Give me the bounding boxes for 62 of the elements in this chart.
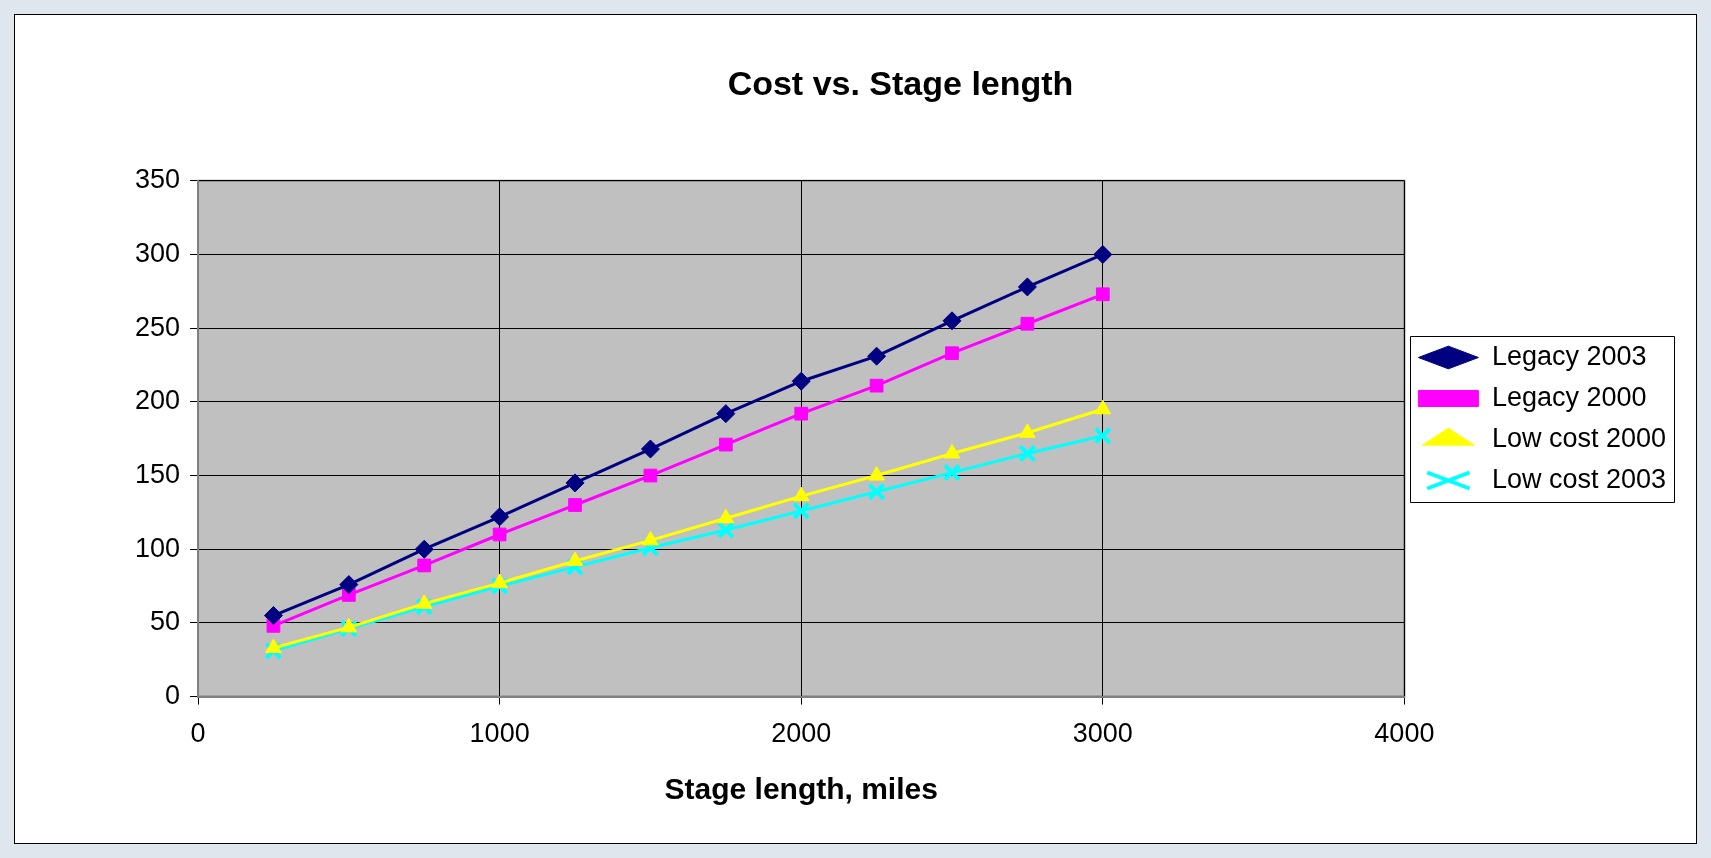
x-axis-title: Stage length, miles [664,772,938,806]
point [942,311,962,331]
point [643,468,658,483]
point [1020,316,1035,331]
point [565,557,585,576]
legend-label: Legacy 2000 [1491,381,1647,412]
chart-title: Cost vs. Stage length [727,63,1074,102]
legend-label: Low cost 2000 [1491,422,1667,453]
point [794,406,809,421]
point [869,378,884,393]
point [339,619,358,638]
point [791,371,811,391]
y-tick-label: 150 [134,459,181,489]
point [867,346,887,366]
point [716,521,735,540]
point [942,463,962,482]
point [414,539,434,559]
y-tick-label: 0 [165,680,181,711]
y-tick-label: 300 [134,237,181,268]
y-tick-label: 100 [134,532,181,563]
point [1093,426,1112,445]
y-tick-label: 50 [150,606,181,637]
y-tick-label: 350 [134,164,181,195]
point [1094,399,1112,415]
point [340,617,358,633]
point [717,508,735,524]
point [568,498,582,512]
point [1017,277,1037,297]
point [640,439,660,459]
point [491,573,508,589]
x-tick-label: 0 [190,718,206,749]
point [792,501,811,520]
point [1095,287,1110,302]
point [642,530,659,546]
point [492,527,507,542]
y-tick-label: 200 [134,385,181,416]
point [868,466,885,481]
point [566,551,584,567]
x-tick-label: 2000 [771,718,832,749]
x-tick-label: 1000 [469,718,530,749]
point [415,594,433,609]
x-tick-label: 4000 [1374,718,1435,749]
point [1018,444,1037,463]
point [263,606,283,626]
point [792,486,810,502]
point [490,577,509,596]
point [718,437,733,452]
point [265,638,282,653]
y-tick-label: 250 [134,311,181,342]
x-tick-label: 3000 [1072,718,1133,749]
point [867,482,886,501]
point [641,538,660,557]
point [945,346,959,361]
point [1093,244,1113,264]
point [1019,423,1036,438]
point [716,404,736,424]
legend-label: Low cost 2003 [1491,463,1667,494]
legend-label: Legacy 2003 [1491,340,1647,371]
point [417,558,432,573]
point [339,575,359,595]
point [565,473,585,493]
point [490,507,510,527]
